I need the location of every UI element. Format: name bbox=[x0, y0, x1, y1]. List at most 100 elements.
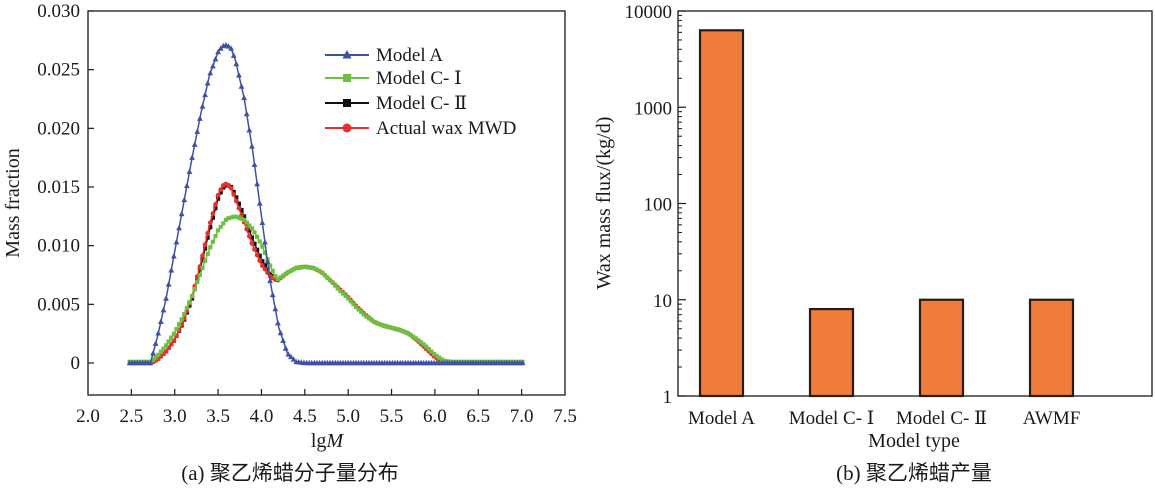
data-point-marker bbox=[252, 230, 257, 235]
data-point-marker bbox=[333, 283, 338, 288]
data-point-marker bbox=[421, 342, 426, 347]
panel-b-y-tick-label: 10 bbox=[653, 291, 672, 312]
data-point-marker bbox=[247, 228, 252, 233]
data-point-marker bbox=[426, 346, 431, 352]
data-point-marker bbox=[181, 196, 188, 203]
data-point-marker bbox=[158, 349, 163, 354]
panel-b-x-tick-label: AWMF bbox=[1023, 408, 1081, 429]
data-point-marker bbox=[208, 225, 213, 230]
data-point-marker bbox=[291, 267, 296, 272]
data-point-marker bbox=[395, 327, 400, 332]
data-point-marker bbox=[199, 103, 206, 109]
data-point-marker bbox=[179, 317, 184, 322]
data-point-marker bbox=[338, 288, 343, 294]
data-point-marker bbox=[157, 318, 164, 324]
panel-b-x-axis-title: Model type bbox=[868, 430, 960, 452]
data-point-marker bbox=[249, 143, 255, 149]
data-point-marker bbox=[356, 307, 361, 312]
data-point-marker bbox=[256, 200, 263, 206]
data-point-marker bbox=[429, 349, 434, 354]
data-point-marker bbox=[189, 294, 195, 299]
data-point-marker bbox=[434, 353, 439, 359]
legend-marker-icon bbox=[342, 50, 352, 59]
panel-a-y-tick-label: 0.005 bbox=[37, 294, 80, 315]
data-point-marker bbox=[203, 246, 208, 251]
panel-a-y-tick-label: 0.010 bbox=[37, 236, 80, 257]
data-point-marker bbox=[262, 250, 268, 256]
data-point-marker bbox=[348, 299, 353, 304]
data-point-marker bbox=[215, 48, 221, 55]
data-point-marker bbox=[223, 217, 228, 222]
series-line-actual-wax-mwd bbox=[150, 182, 451, 364]
panel-a-y-tick-label: 0.025 bbox=[37, 60, 80, 81]
panel-a-y-tick-label: 0 bbox=[71, 353, 81, 374]
data-point-marker bbox=[213, 206, 218, 211]
series-model-c bbox=[148, 183, 278, 366]
data-point-marker bbox=[205, 251, 210, 256]
legend-item-model-c: Model C- Ⅰ bbox=[325, 68, 462, 89]
data-point-marker bbox=[218, 187, 224, 192]
data-point-marker bbox=[320, 270, 325, 275]
bar-model-c bbox=[808, 307, 855, 398]
data-point-marker bbox=[405, 331, 411, 336]
data-point-marker bbox=[364, 314, 369, 319]
data-point-marker bbox=[351, 302, 356, 307]
data-point-marker bbox=[195, 279, 200, 285]
data-point-marker bbox=[163, 343, 169, 348]
legend-label: Model C- Ⅰ bbox=[376, 68, 462, 89]
data-point-marker bbox=[255, 234, 260, 239]
data-point-marker bbox=[283, 271, 288, 276]
data-point-marker bbox=[277, 329, 284, 336]
data-point-marker bbox=[200, 257, 205, 262]
data-point-marker bbox=[275, 277, 281, 282]
data-point-marker bbox=[330, 280, 335, 285]
panel-b-x-tick-label: Model C- Ⅰ bbox=[789, 408, 875, 429]
legend-marker-icon bbox=[343, 74, 351, 82]
data-point-marker bbox=[307, 265, 312, 270]
data-point-marker bbox=[231, 189, 236, 195]
data-point-marker bbox=[241, 94, 247, 101]
data-point-marker bbox=[176, 322, 182, 327]
data-point-marker bbox=[309, 265, 314, 270]
data-point-marker bbox=[205, 235, 210, 240]
data-point-marker bbox=[343, 293, 348, 299]
panel-a-x-axis-title-var: M bbox=[325, 430, 344, 452]
data-point-marker bbox=[255, 247, 260, 252]
data-point-marker bbox=[259, 219, 266, 226]
data-point-marker bbox=[312, 266, 317, 271]
panel-b-y-axis-title: Wax mass flux/(kg/d) bbox=[593, 117, 615, 290]
data-point-marker bbox=[170, 253, 177, 259]
data-point-marker bbox=[285, 351, 292, 357]
data-point-marker bbox=[267, 277, 274, 284]
panel-a-x-tick-label: 2.0 bbox=[76, 406, 100, 427]
panel-b-bars bbox=[698, 29, 1075, 398]
data-point-marker bbox=[260, 259, 265, 264]
panel-a-y-tick-label: 0.020 bbox=[37, 118, 80, 139]
data-point-marker bbox=[269, 291, 276, 298]
data-point-marker bbox=[327, 277, 333, 283]
data-point-marker bbox=[238, 83, 245, 89]
legend-marker-icon bbox=[342, 123, 352, 133]
data-point-marker bbox=[249, 226, 254, 231]
data-point-marker bbox=[231, 192, 237, 197]
data-point-marker bbox=[239, 207, 244, 213]
data-point-marker bbox=[424, 344, 429, 349]
data-point-marker bbox=[200, 265, 205, 271]
data-point-marker bbox=[216, 228, 221, 233]
data-point-marker bbox=[169, 335, 174, 340]
data-point-marker bbox=[228, 45, 234, 51]
data-point-marker bbox=[251, 161, 258, 167]
panel-a-y-ticks: 0 0.005 0.010 0.015 0.020 0.025 0.030 bbox=[37, 1, 94, 374]
data-point-marker bbox=[229, 215, 234, 220]
data-point-marker bbox=[200, 253, 205, 259]
panel-a-y-axis-title: Mass fraction bbox=[2, 148, 24, 257]
legend-label: Model C- Ⅱ bbox=[376, 93, 467, 114]
data-point-marker bbox=[340, 291, 346, 296]
data-point-marker bbox=[281, 273, 286, 278]
panel-a-y-tick-label: 0.015 bbox=[37, 177, 80, 198]
data-point-marker bbox=[187, 300, 192, 305]
data-point-marker bbox=[233, 60, 240, 67]
data-point-marker bbox=[361, 312, 366, 317]
legend-item-model-c: Model C- Ⅱ bbox=[325, 93, 467, 114]
